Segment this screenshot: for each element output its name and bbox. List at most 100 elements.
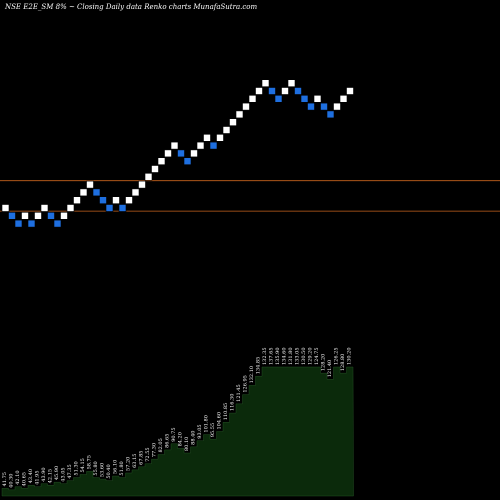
renko-brick-up <box>157 157 166 165</box>
renko-brick-down <box>177 149 185 158</box>
renko-brick-down <box>209 141 218 150</box>
value-label: 80.10 <box>184 437 190 451</box>
value-label: 84.20 <box>178 432 184 446</box>
renko-brick-up <box>164 149 172 158</box>
value-labels: 41.75 40.30 42.10 40.65 43.40 41.95 43.90 42.15… <box>2 348 353 488</box>
value-label: 101.80 <box>204 415 210 433</box>
value-label: 56.10 <box>113 460 119 474</box>
value-label: 72.55 <box>145 447 151 461</box>
renko-brick-down <box>14 219 23 228</box>
value-label: 43.05 <box>61 467 67 481</box>
value-label: 57.20 <box>126 457 132 471</box>
renko-brick-down <box>183 157 192 165</box>
value-label: 86.65 <box>165 434 171 448</box>
renko-brick-up <box>216 134 224 142</box>
value-label: 124.75 <box>314 348 320 366</box>
renko-brick-up <box>40 204 49 212</box>
value-label: 128.80 <box>340 354 346 372</box>
renko-brick-up <box>60 212 68 220</box>
renko-brick-down <box>294 87 302 95</box>
renko-brick-up <box>125 196 133 204</box>
renko-brick-up <box>196 141 205 150</box>
renko-brick-down <box>300 95 309 103</box>
value-label: 95.55 <box>210 423 216 437</box>
renko-brick-down <box>268 87 276 95</box>
value-label: 40.30 <box>9 474 15 488</box>
renko-brick-up <box>248 95 257 103</box>
renko-brick-up <box>112 196 120 204</box>
value-label: 50.40 <box>106 464 112 478</box>
value-label: 67.85 <box>139 450 145 464</box>
renko-brick-up <box>281 87 289 95</box>
renko-brick-up <box>138 180 146 189</box>
renko-brick-up <box>203 134 211 142</box>
value-label: 131.80 <box>288 348 294 366</box>
renko-brick-up <box>73 196 81 204</box>
renko-brick-down <box>326 110 335 119</box>
renko-brick-up <box>34 212 42 220</box>
value-label: 41.75 <box>2 472 8 486</box>
volume-fill <box>1 366 354 497</box>
value-label: 129.20 <box>308 348 314 366</box>
value-label: 90.75 <box>171 427 177 441</box>
renko-brick-up <box>287 79 296 87</box>
renko-brick-up <box>170 141 179 150</box>
renko-brick-up <box>255 87 263 95</box>
value-label: 132.10 <box>249 366 255 384</box>
value-label: 133.05 <box>295 348 301 366</box>
renko-brick-down <box>92 188 101 197</box>
renko-brick-up <box>229 118 237 126</box>
value-label: 104.60 <box>217 412 223 430</box>
value-label: 121.40 <box>327 360 333 378</box>
renko-brick-up <box>242 102 250 111</box>
value-label: 42.15 <box>48 469 54 483</box>
value-label: 51.80 <box>119 461 125 475</box>
renko-brick-up <box>333 102 341 111</box>
value-label: 63.15 <box>132 454 138 468</box>
volume-area <box>1 366 354 497</box>
value-label: 41.95 <box>35 470 41 484</box>
reference-lines <box>0 180 500 212</box>
renko-brick-down <box>8 212 16 220</box>
value-label: 121.45 <box>236 384 242 402</box>
renko-brick-down <box>118 204 127 212</box>
renko-brick-down <box>274 95 283 103</box>
value-label: 45.90 <box>54 466 60 480</box>
value-label: 53.60 <box>100 463 106 477</box>
value-label: 55.80 <box>93 461 99 475</box>
value-label: 135.90 <box>275 348 281 366</box>
renko-brick-up <box>86 180 94 189</box>
value-label: 58.75 <box>87 455 93 469</box>
value-label: 43.90 <box>41 467 47 481</box>
renko-brick-up <box>261 79 270 87</box>
renko-brick-down <box>47 212 55 220</box>
value-label: 137.65 <box>269 348 275 366</box>
renko-brick-down <box>27 219 36 228</box>
renko-bricks <box>1 79 354 228</box>
chart-title: NSE E2E_SM 8% ~ Closing Daily data Renko… <box>4 3 257 11</box>
renko-brick-up <box>313 95 322 103</box>
value-label: 88.40 <box>191 431 197 445</box>
renko-brick-down <box>307 102 315 111</box>
renko-brick-down <box>105 204 114 212</box>
value-label: 93.05 <box>197 424 203 438</box>
renko-brick-up <box>346 87 354 95</box>
value-label: 43.40 <box>28 469 34 483</box>
renko-brick-up <box>190 149 198 158</box>
value-label: 130.20 <box>347 348 353 366</box>
value-label: 128.20 <box>321 354 327 372</box>
value-label: 47.35 <box>67 464 73 478</box>
renko-brick-up <box>21 212 29 220</box>
renko-brick-up <box>222 126 231 134</box>
renko-brick-up <box>151 165 159 173</box>
value-label: 51.30 <box>74 461 80 475</box>
value-label: 134.85 <box>256 357 262 375</box>
renko-brick-down <box>320 102 328 111</box>
value-label: 132.35 <box>262 348 268 366</box>
value-label: 126.25 <box>334 348 340 366</box>
renko-brick-up <box>1 204 10 212</box>
value-label: 40.65 <box>22 472 28 486</box>
renko-brick-up <box>235 110 244 119</box>
